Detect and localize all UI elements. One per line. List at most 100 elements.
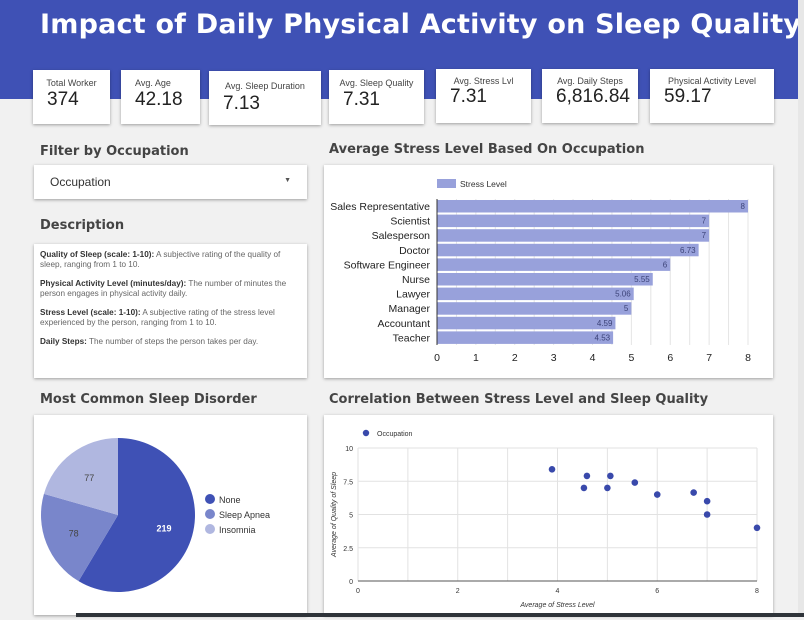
stat-label: Avg. Stress Lvl [453,76,514,86]
scatter-point [548,465,556,473]
legend-swatch [205,494,215,504]
x-tick-label: 4 [556,588,560,595]
description-text: A subjective rating of the quality of sl… [40,250,281,269]
stat-label: Avg. Daily Steps [557,76,623,86]
legend-label: Insomnia [219,525,256,535]
bar [437,200,748,213]
stat-card-avg-daily-steps: Avg. Daily Steps 6,816.84 [542,69,638,123]
scatter-point [580,484,588,492]
bar-data-label: 6 [663,260,668,269]
bar [437,243,699,257]
pie-chart-title: Most Common Sleep Disorder [40,392,257,407]
bar-data-label: 6.73 [680,246,696,255]
scatter-point [604,484,611,492]
bar [437,316,616,330]
x-tick-label: 3 [551,352,557,364]
y-tick-label: 0 [349,579,353,586]
chevron-down-icon: ▼ [284,177,291,184]
bar [437,229,710,242]
scatter-point [583,472,591,480]
category-label: Salesperson [372,230,431,242]
description-term: Daily Steps: [40,337,87,346]
bar-data-label: 7 [702,217,707,226]
stat-card-avg-sleep-quality: Avg. Sleep Quality 7.31 [329,70,424,124]
description-text: A subjective rating of the stress level … [40,308,275,327]
stat-value: 7.31 [450,86,487,107]
bar-data-label: 5 [624,304,629,313]
category-label: Sales Representative [330,201,430,213]
description-item: Stress Level (scale: 1-10): A subjective… [40,308,301,328]
x-tick-label: 1 [473,352,479,364]
scatter-point [631,479,639,486]
description-text: The number of steps the person takes per… [86,337,259,346]
y-axis-label: Average of Quality of Sleep [331,472,338,558]
page-title: Impact of Daily Physical Activity on Sle… [40,9,802,40]
x-tick-label: 0 [356,588,360,595]
x-tick-label: 7 [706,352,712,364]
legend-swatch [205,524,215,534]
y-tick-label: 2.5 [343,546,353,553]
bar-data-label: 5.55 [634,275,650,284]
pie-slice [78,438,195,592]
description-title: Description [40,218,125,233]
scatter-chart-title: Correlation Between Stress Level and Sle… [329,392,709,407]
scatter-chart: Occupation 0 2.5 5 7.5 10 0 2 4 6 8 Average of Stre… [331,429,761,609]
category-label: Nurse [402,274,430,286]
description-item: Quality of Sleep (scale: 1-10): A subjec… [40,250,301,270]
x-tick-label: 6 [667,352,673,364]
legend-label: Stress Level [460,179,507,189]
bar [437,273,653,286]
x-tick-label: 4 [590,352,596,364]
bar-data-label: 7 [702,231,707,240]
scatter-point [607,472,614,480]
stat-card-avg-sleep-duration: Avg. Sleep Duration 7.13 [209,71,321,125]
x-axis-label: Average of Stress Level [519,602,595,609]
pie-slice [43,438,119,515]
category-label: Software Engineer [344,259,431,271]
pie-data-label: 219 [157,524,172,534]
bar-data-label: 4.59 [597,319,613,328]
scrollbar-track[interactable] [798,0,804,617]
pie-chart: 219 78 77 None Sleep Apnea Insomnia [40,438,270,592]
scatter-point [690,489,697,496]
stat-label: Total Worker [46,78,97,88]
bar [437,331,614,344]
stat-label: Physical Activity Level [667,76,757,86]
stat-card-avg-age: Avg. Age 42.18 [121,70,200,124]
bar-data-label: 5.06 [615,290,631,299]
x-tick-label: 2 [456,588,460,595]
category-label: Manager [389,303,431,315]
scatter-point [753,524,761,532]
description-item: Daily Steps: The number of steps the per… [40,337,301,347]
occupation-dropdown[interactable]: Occupation ▼ [34,165,307,199]
y-tick-label: 5 [349,513,353,520]
bar [437,287,634,301]
category-label: Accountant [377,318,430,330]
legend-label: None [219,495,241,505]
bar [437,214,710,228]
pie-slice [40,493,118,582]
x-tick-label: 6 [655,588,659,595]
y-tick-label: 7.5 [343,479,353,486]
bar-data-label: 4.53 [595,333,611,342]
filter-title: Filter by Occupation [40,144,189,159]
scatter-point [703,511,711,518]
stat-value: 7.31 [343,89,380,110]
taskbar-strip [76,613,804,617]
x-tick-label: 8 [745,352,751,364]
scatter-chart-panel: Occupation 0 2.5 5 7.5 10 0 2 4 6 8 Average of Stre… [324,415,773,615]
description-text: The number of minutes the person engages… [40,279,287,298]
stat-value: 59.17 [664,86,712,107]
stat-value: 374 [47,89,79,110]
stat-label: Avg. Sleep Quality [339,78,414,88]
x-tick-label: 0 [434,352,440,364]
scatter-point [703,497,711,505]
category-label: Teacher [393,332,431,344]
bar-chart-title: Average Stress Level Based On Occupation [329,142,645,157]
x-tick-label: 5 [628,352,634,364]
stat-value: 42.18 [135,89,183,110]
stat-value: 6,816.84 [556,86,630,107]
pie-data-label: 78 [69,529,79,539]
dropdown-selected: Occupation [50,175,111,189]
description-term: Physical Activity Level (minutes/day): [40,279,187,288]
